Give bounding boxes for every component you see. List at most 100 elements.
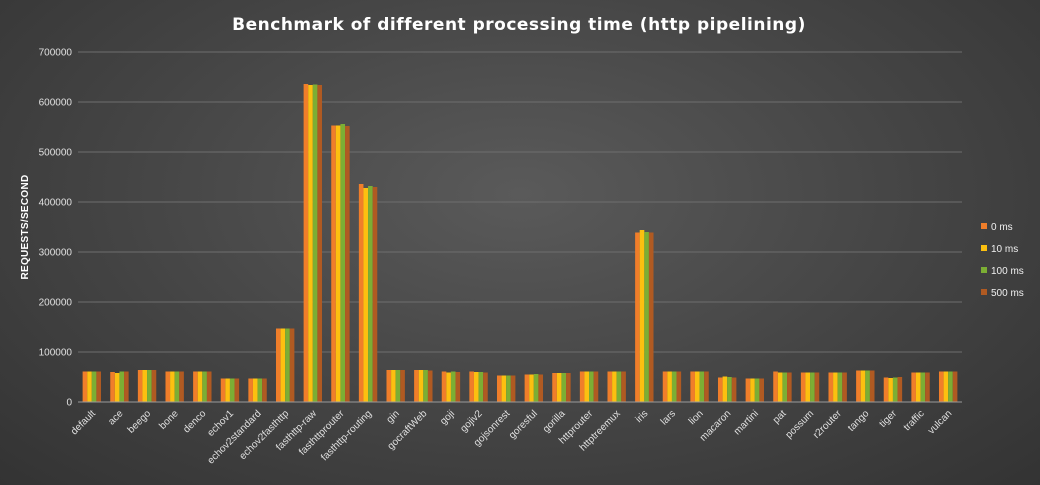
- bar: [920, 372, 926, 402]
- legend-swatch: [981, 289, 987, 295]
- bar: [676, 371, 682, 402]
- y-tick-label: 400000: [39, 198, 73, 209]
- bar: [248, 378, 253, 402]
- bar: [814, 372, 820, 402]
- bar: [427, 370, 433, 402]
- bar: [754, 378, 760, 402]
- bar: [142, 370, 148, 402]
- x-tick-label: fasthttp-routing: [319, 408, 374, 463]
- x-tick-label: gin: [385, 408, 402, 425]
- bar: [275, 328, 281, 402]
- bar: [229, 378, 235, 402]
- bar: [368, 186, 373, 402]
- bar: [317, 85, 323, 402]
- bar: [579, 371, 585, 402]
- bar: [400, 370, 405, 402]
- bar: [566, 373, 571, 402]
- bar: [644, 232, 649, 402]
- bar: [170, 371, 175, 402]
- x-axis-ticks: default ace beego bone dencoechov1echov2stan…: [69, 408, 954, 467]
- bar: [418, 370, 424, 402]
- bar: [842, 372, 847, 402]
- bar: [151, 370, 157, 402]
- bar: [331, 125, 336, 402]
- y-tick-label: 700000: [39, 48, 73, 59]
- bar: [193, 371, 198, 402]
- bar: [506, 375, 511, 402]
- bar: [533, 374, 539, 402]
- bar: [510, 375, 516, 402]
- bar: [96, 371, 102, 402]
- y-tick-label: 200000: [39, 298, 73, 309]
- bar: [584, 371, 590, 402]
- bar: [671, 371, 677, 402]
- bar: [648, 232, 654, 402]
- x-tick-label: r2router: [811, 408, 844, 441]
- bar: [561, 373, 567, 402]
- y-tick-label: 0: [66, 398, 72, 409]
- bar: [777, 372, 783, 402]
- bar: [340, 124, 346, 402]
- legend: 0 ms 10 ms 100 ms 500 ms: [981, 222, 1024, 299]
- bar: [952, 371, 958, 402]
- bar: [722, 376, 728, 402]
- bar: [745, 378, 751, 402]
- x-tick-label: tiger: [878, 408, 900, 430]
- bar: [593, 371, 599, 402]
- bar: [455, 372, 461, 402]
- bar: [280, 328, 286, 402]
- legend-swatch: [981, 245, 987, 251]
- bar: [234, 378, 240, 402]
- y-tick-label: 100000: [39, 348, 73, 359]
- bar: [197, 371, 203, 402]
- bars: [82, 84, 958, 402]
- legend-label: 10 ms: [991, 244, 1018, 255]
- bar: [119, 371, 125, 402]
- bar: [888, 378, 893, 402]
- bar: [225, 378, 230, 402]
- bar: [87, 371, 92, 402]
- legend-label: 0 ms: [991, 222, 1013, 233]
- bar: [395, 370, 401, 402]
- bar: [699, 371, 705, 402]
- bar: [948, 371, 953, 402]
- bar: [727, 377, 732, 402]
- bar: [391, 370, 396, 402]
- x-tick-label: tango: [846, 408, 872, 434]
- bar: [469, 371, 474, 402]
- bar: [800, 372, 806, 402]
- x-tick-label: ace: [106, 408, 125, 427]
- bar: [289, 328, 295, 402]
- bar: [694, 371, 700, 402]
- bar: [483, 372, 488, 402]
- bar: [110, 372, 115, 402]
- legend-label: 500 ms: [991, 288, 1024, 299]
- bar: [805, 372, 811, 402]
- bar: [865, 370, 870, 402]
- x-tick-label: lion: [687, 408, 706, 427]
- bar: [262, 378, 267, 402]
- x-tick-label: iris: [634, 408, 651, 425]
- bar: [869, 370, 875, 402]
- bar: [538, 374, 544, 402]
- bar: [220, 378, 226, 402]
- bar: [589, 371, 594, 402]
- bar: [345, 126, 350, 402]
- bar: [833, 372, 838, 402]
- bar: [607, 371, 613, 402]
- bar: [174, 371, 180, 402]
- bar: [837, 372, 843, 402]
- y-axis-label: REQUESTS/SECOND: [20, 174, 31, 279]
- x-tick-label: possum: [784, 408, 817, 441]
- bar: [372, 187, 378, 402]
- bar: [892, 377, 898, 402]
- legend-swatch: [981, 223, 987, 229]
- chart-title: Benchmark of different processing time (…: [232, 15, 806, 35]
- bar: [860, 370, 866, 402]
- bar: [446, 372, 451, 402]
- x-tick-label: bone: [157, 408, 181, 432]
- bar: [810, 372, 815, 402]
- y-tick-label: 300000: [39, 248, 73, 259]
- bar: [124, 371, 129, 402]
- bar: [612, 371, 617, 402]
